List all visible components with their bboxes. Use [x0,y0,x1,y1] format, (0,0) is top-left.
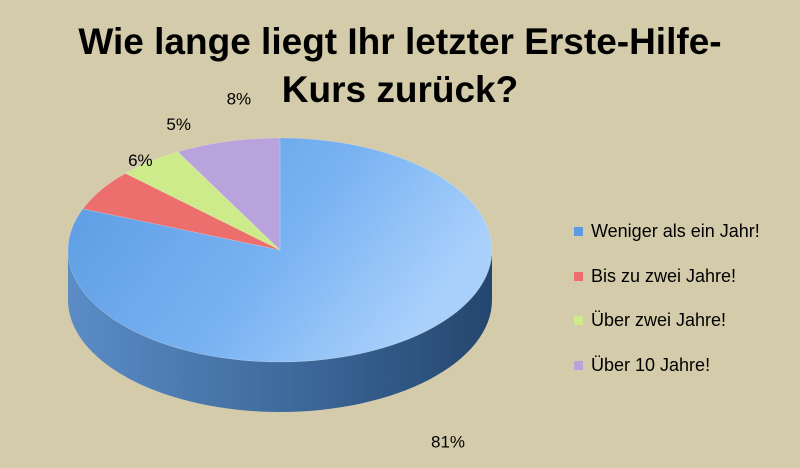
legend-label: Bis zu zwei Jahre! [591,265,737,286]
legend-label: Über zwei Jahre! [591,310,727,330]
chart-title-line-2: Kurs zurück? [281,69,519,110]
pie-slice [67,137,493,363]
pie-slice-side [68,250,492,412]
data-label: 5% [166,115,191,134]
legend-swatch [574,227,583,236]
data-label: 8% [227,89,252,108]
pie-slice [124,151,281,251]
chart-title: Wie lange liegt Ihr letzter Erste-Hilfe-… [40,18,760,114]
pie-slice [82,172,281,251]
legend-swatch [574,360,583,370]
data-label: 81% [431,433,465,452]
legend-label: Über 10 Jahre! [591,354,711,375]
data-label: 6% [128,151,153,170]
chart-title-line-1: Wie lange liegt Ihr letzter Erste-Hilfe- [78,21,722,62]
legend-label: Weniger als ein Jahr! [591,221,760,241]
pie-slice [177,137,281,251]
legend-swatch [574,316,583,325]
legend-swatch [574,271,583,281]
